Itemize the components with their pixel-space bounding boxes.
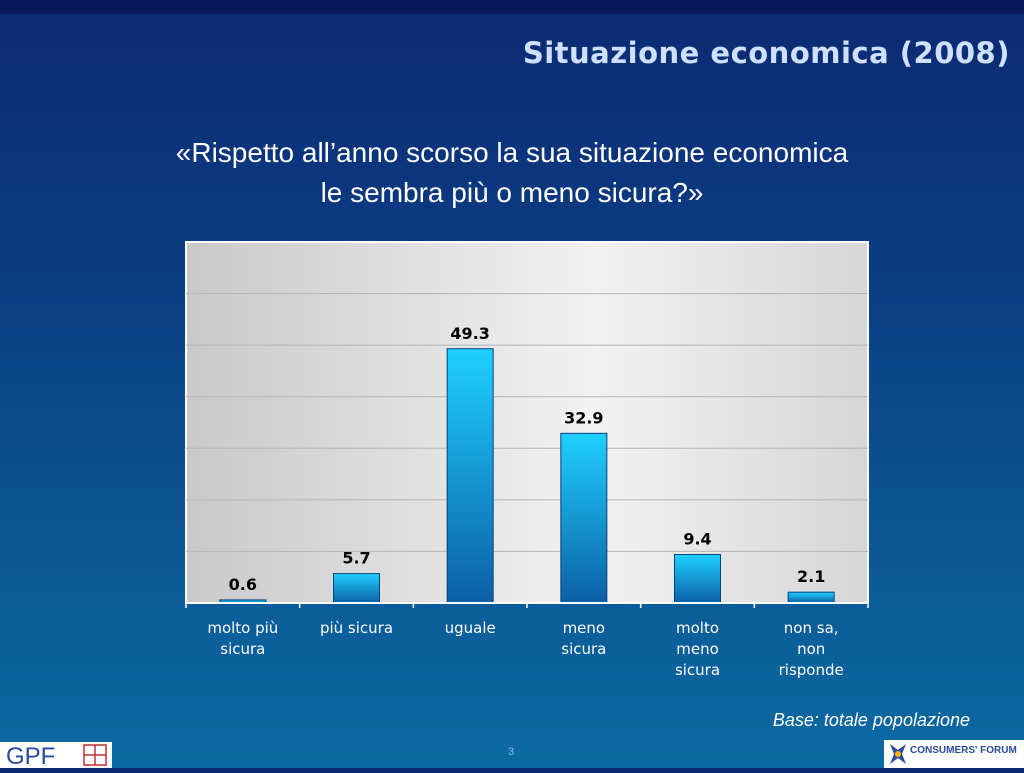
bar — [674, 554, 721, 604]
question-line-2: le sembra più o meno sicura?» — [320, 177, 704, 208]
x-tick-label: non — [797, 640, 825, 658]
x-tick-label: più sicura — [320, 619, 393, 637]
consumers-forum-logo: CONSUMERS' FORUM — [884, 740, 1024, 768]
question-line-1: «Rispetto all’anno scorso la sua situazi… — [175, 137, 849, 168]
gpf-logo: GPF — [0, 742, 112, 770]
x-tick-label: risponde — [779, 661, 844, 679]
data-label: 5.7 — [342, 549, 370, 568]
data-label: 0.6 — [229, 575, 257, 594]
data-label: 49.3 — [450, 324, 489, 343]
x-axis — [185, 602, 869, 608]
data-label: 9.4 — [683, 530, 711, 549]
x-tick-label: molto — [676, 619, 719, 637]
bar — [333, 573, 380, 604]
slide-title: Situazione economica (2008) — [522, 36, 1010, 70]
survey-question: «Rispetto all’anno scorso la sua situazi… — [0, 133, 1024, 213]
consumers-forum-logo-graphic: CONSUMERS' FORUM — [890, 744, 1017, 764]
x-tick-label: non sa, — [784, 619, 839, 637]
top-bar — [0, 0, 1024, 14]
plot-area — [185, 241, 869, 604]
base-note: Base: totale popolazione — [772, 710, 970, 730]
consumers-forum-logo-text: CONSUMERS' FORUM — [910, 745, 1017, 756]
data-labels: 0.6 5.7 49.3 32.9 9.4 2.1 — [229, 324, 826, 594]
gpf-logo-graphic: GPF — [6, 743, 107, 770]
x-tick-label: sicura — [675, 661, 720, 679]
bar — [446, 348, 494, 604]
x-tick-label: sicura — [220, 640, 265, 658]
page-number: 3 — [508, 746, 515, 758]
x-tick-label: uguale — [445, 619, 496, 637]
x-tick-label: molto più — [207, 619, 278, 637]
data-label: 2.1 — [797, 567, 825, 586]
x-tick-labels: molto più sicura più sicura uguale meno sicur… — [207, 619, 843, 679]
x-tick-label: meno — [563, 619, 606, 637]
gpf-logo-text: GPF — [6, 743, 55, 768]
bar — [560, 432, 608, 604]
data-label: 32.9 — [564, 408, 603, 427]
bars — [219, 348, 835, 604]
bar — [787, 591, 835, 604]
gridlines — [186, 293, 868, 552]
x-tick-label: meno — [676, 640, 719, 658]
x-tick-label: sicura — [561, 640, 606, 658]
